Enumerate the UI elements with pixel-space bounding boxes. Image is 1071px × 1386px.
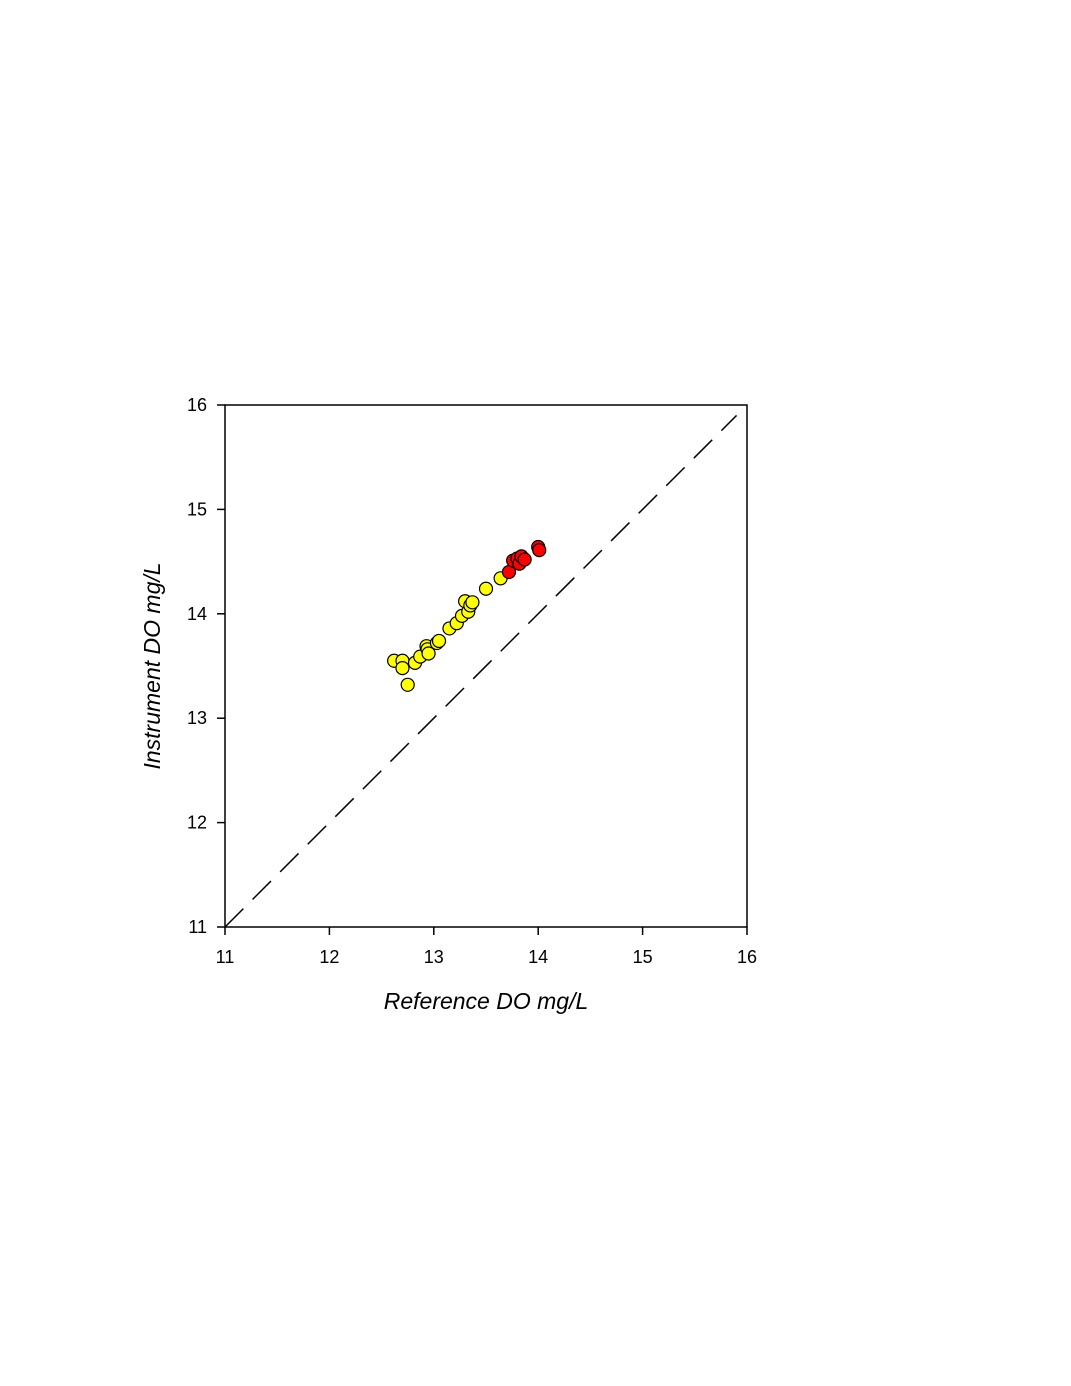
y-tick-label: 15	[187, 499, 207, 519]
y-axis-title: Instrument DO mg/L	[139, 562, 165, 769]
x-axis-title: Reference DO mg/L	[384, 988, 589, 1014]
x-tick-label: 12	[319, 947, 339, 967]
data-point	[400, 677, 415, 692]
x-tick-label: 15	[633, 947, 653, 967]
data-point	[478, 581, 494, 596]
y-axis: 11 12 13 14 15 16	[187, 395, 225, 937]
y-tick-label: 13	[187, 708, 207, 728]
y-tick-label: 11	[188, 917, 207, 937]
data-point	[395, 660, 410, 676]
data-point	[532, 543, 547, 558]
data-point	[517, 552, 532, 567]
data-point	[431, 633, 447, 649]
data-point	[465, 595, 480, 610]
data-point	[421, 646, 436, 661]
y-tick-label: 16	[187, 395, 207, 415]
x-tick-label: 14	[528, 947, 548, 967]
plot-frame	[224, 404, 748, 928]
identity-reference-line	[224, 414, 738, 928]
x-axis: 11 12 13 14 15 16	[216, 927, 757, 967]
x-tick-label: 13	[424, 947, 444, 967]
x-tick-label: 11	[216, 947, 235, 967]
x-tick-label: 16	[737, 947, 757, 967]
y-tick-label: 12	[187, 813, 207, 833]
y-tick-label: 14	[187, 604, 207, 624]
data-points	[387, 539, 547, 692]
